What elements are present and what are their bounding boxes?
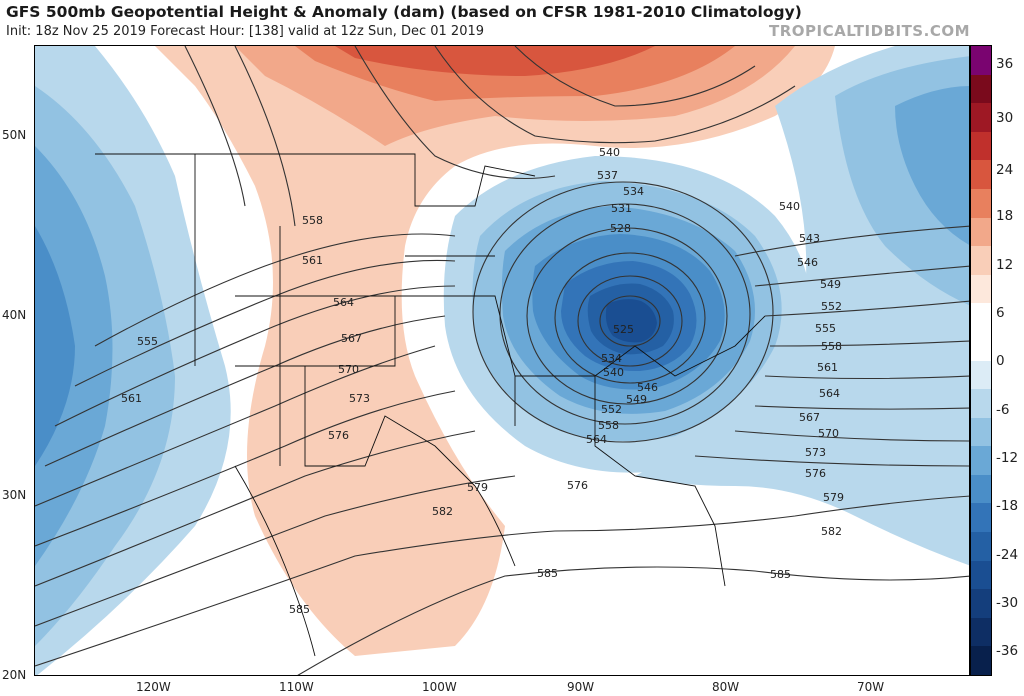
colorbar-segment	[971, 303, 991, 333]
contour-label: 576	[328, 429, 349, 442]
contour-labels: 537 540 534 531 528 525 534 540 546 549 …	[121, 146, 844, 616]
contour-label: 582	[432, 505, 453, 518]
contour-label: 570	[818, 427, 839, 440]
contour-label: 582	[821, 525, 842, 538]
contour-label: 546	[637, 381, 658, 394]
colorbar	[970, 45, 992, 676]
contour-label: 534	[623, 185, 644, 198]
colorbar-segment	[971, 560, 991, 590]
colorbar-label: 18	[996, 208, 1014, 224]
map-canvas: 537 540 534 531 528 525 534 540 546 549 …	[35, 46, 969, 675]
colorbar-segment	[971, 188, 991, 219]
colorbar-label: -30	[996, 595, 1019, 611]
contour-label: 555	[815, 322, 836, 335]
contour-label: 561	[817, 361, 838, 374]
colorbar-segment	[971, 589, 991, 619]
colorbar-segment	[971, 503, 991, 533]
colorbar-segment	[971, 46, 991, 76]
map-area[interactable]: 537 540 534 531 528 525 534 540 546 549 …	[34, 45, 970, 676]
lon-label: 100W	[422, 680, 457, 694]
contour-label: 534	[601, 352, 622, 365]
contour-label: 579	[823, 491, 844, 504]
colorbar-segment	[971, 446, 991, 476]
contour-label: 576	[805, 467, 826, 480]
lon-label: 80W	[712, 680, 740, 694]
contour-label: 537	[597, 169, 618, 182]
contour-label: 585	[770, 568, 791, 581]
lon-label: 70W	[857, 680, 885, 694]
contour-label: 549	[626, 393, 647, 406]
colorbar-label: 0	[996, 353, 1005, 369]
contour-label: 579	[467, 481, 488, 494]
contour-label: 585	[289, 603, 310, 616]
contour-label: 531	[611, 202, 632, 215]
contour-label: 576	[567, 479, 588, 492]
contour-label: 525	[613, 323, 634, 336]
colorbar-segment	[971, 646, 991, 676]
colorbar-label: 36	[996, 56, 1014, 72]
colorbar-segment	[971, 131, 991, 161]
contour-label: 528	[610, 222, 631, 235]
colorbar-segment	[971, 274, 991, 304]
anomaly-fills	[35, 46, 969, 675]
contour-label: 564	[819, 387, 840, 400]
contour-label: 540	[603, 366, 624, 379]
contour-label: 552	[821, 300, 842, 313]
lon-label: 90W	[567, 680, 595, 694]
contour-label: 564	[586, 433, 607, 446]
colorbar-segment	[971, 246, 991, 276]
colorbar-segment	[971, 417, 991, 447]
contour-label: 552	[601, 403, 622, 416]
contour-label: 567	[341, 332, 362, 345]
contour-label: 573	[349, 392, 370, 405]
contour-label: 561	[121, 392, 142, 405]
colorbar-label: -6	[996, 402, 1010, 418]
map-subtitle: Init: 18z Nov 25 2019 Forecast Hour: [13…	[6, 24, 485, 39]
contour-label: 570	[338, 363, 359, 376]
colorbar-label: -36	[996, 643, 1019, 659]
colorbar-label: -18	[996, 498, 1019, 514]
colorbar-segment	[971, 360, 991, 390]
lat-label: 50N	[2, 128, 27, 142]
colorbar-segment	[971, 160, 991, 190]
contour-label: 573	[805, 446, 826, 459]
contour-label: 558	[598, 419, 619, 432]
contour-label: 540	[599, 146, 620, 159]
map-title: GFS 500mb Geopotential Height & Anomaly …	[6, 3, 802, 21]
lon-label: 110W	[279, 680, 314, 694]
contour-label: 567	[799, 411, 820, 424]
lon-label: 120W	[136, 680, 171, 694]
colorbar-label: 12	[996, 257, 1014, 273]
colorbar-segment	[971, 389, 991, 419]
colorbar-segment	[971, 617, 991, 647]
colorbar-segment	[971, 103, 991, 133]
colorbar-label: -12	[996, 450, 1019, 466]
contour-label: 561	[302, 254, 323, 267]
contour-label: 549	[820, 278, 841, 291]
contour-label: 546	[797, 256, 818, 269]
colorbar-label: 6	[996, 305, 1005, 321]
lat-label: 20N	[2, 668, 27, 682]
colorbar-label: 24	[996, 162, 1014, 178]
colorbar-segment	[971, 474, 991, 504]
contour-label: 558	[302, 214, 323, 227]
colorbar-segment	[971, 532, 991, 562]
contour-label: 558	[821, 340, 842, 353]
lat-label: 40N	[2, 308, 27, 322]
lat-label: 30N	[2, 488, 27, 502]
contour-label: 564	[333, 296, 354, 309]
colorbar-label: 30	[996, 110, 1014, 126]
contour-label: 543	[799, 232, 820, 245]
brand-watermark: TROPICALTIDBITS.COM	[769, 22, 970, 40]
boundaries	[95, 153, 766, 657]
colorbar-segment	[971, 331, 991, 361]
contour-label: 585	[537, 567, 558, 580]
contour-label: 540	[779, 200, 800, 213]
colorbar-segment	[971, 74, 991, 104]
colorbar-segment	[971, 217, 991, 247]
colorbar-label: -24	[996, 547, 1019, 563]
contour-label: 555	[137, 335, 158, 348]
